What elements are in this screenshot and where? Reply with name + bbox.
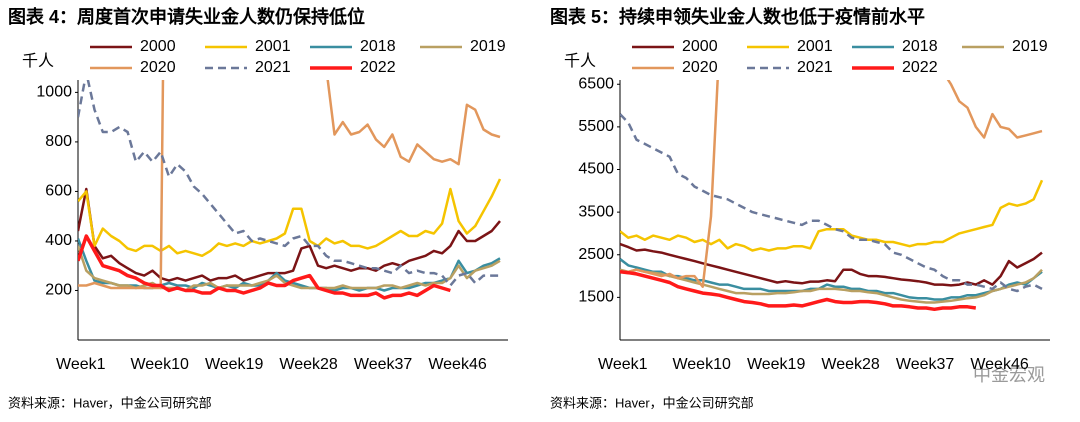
source: 资料来源：Haver，中金公司研究部 <box>550 395 754 410</box>
series-line <box>620 80 1043 288</box>
series-line <box>620 258 1043 301</box>
legend-label: 2000 <box>140 38 176 55</box>
x-tick-label: Week46 <box>428 356 487 373</box>
chart-title: 图表 4：周度首次申请失业金人数仍保持低位 <box>8 6 365 27</box>
plot-area <box>620 80 1044 312</box>
y-tick-label: 800 <box>45 133 72 150</box>
y-tick-label: 1500 <box>578 289 614 306</box>
series-line <box>78 80 500 287</box>
x-tick-label: Week19 <box>205 356 264 373</box>
y-axis-unit: 千人 <box>564 52 596 70</box>
plot-area <box>78 80 502 300</box>
y-tick-label: 2500 <box>578 246 614 263</box>
y-tick-label: 400 <box>45 232 72 249</box>
x-tick-label: Week28 <box>821 356 880 373</box>
legend-label: 2021 <box>255 59 291 76</box>
legend-label: 2018 <box>360 38 396 55</box>
series-line <box>78 178 502 258</box>
legend-label: 2019 <box>1012 38 1048 55</box>
x-tick-label: Week46 <box>970 356 1029 373</box>
x-tick-label: Week10 <box>672 356 731 373</box>
legend-label: 2020 <box>682 59 718 76</box>
legend-label: 2022 <box>360 59 396 76</box>
y-tick-label: 1000 <box>36 84 72 101</box>
series-line <box>620 270 977 312</box>
y-tick-label: 600 <box>45 183 72 200</box>
x-tick-label: Week1 <box>598 356 648 373</box>
x-tick-label: Week1 <box>56 356 106 373</box>
series-line <box>78 234 451 300</box>
legend-label: 2001 <box>797 38 833 55</box>
chart-title: 图表 5：持续申领失业金人数也低于疫情前水平 <box>550 6 925 27</box>
legend-label: 2000 <box>682 38 718 55</box>
y-axis-unit: 千人 <box>22 52 54 70</box>
series-line <box>620 179 1044 252</box>
y-tick-label: 200 <box>45 282 72 299</box>
x-tick-label: Week28 <box>279 356 338 373</box>
y-tick-label: 6500 <box>578 75 614 92</box>
x-tick-label: Week19 <box>747 356 806 373</box>
series-line <box>78 80 501 290</box>
legend-label: 2019 <box>470 38 506 55</box>
y-tick-label: 4500 <box>578 161 614 178</box>
legend-label: 2001 <box>255 38 291 55</box>
legend-label: 2022 <box>902 59 938 76</box>
legend-label: 2021 <box>797 59 833 76</box>
series-line <box>620 113 1043 293</box>
watermark: 中金宏观 <box>973 365 1045 385</box>
x-tick-label: Week37 <box>354 356 413 373</box>
x-tick-label: Week10 <box>130 356 189 373</box>
legend-label: 2020 <box>140 59 176 76</box>
series-line <box>78 187 501 282</box>
x-tick-label: Week37 <box>896 356 955 373</box>
source: 资料来源：Haver，中金公司研究部 <box>8 395 212 410</box>
y-tick-label: 3500 <box>578 203 614 220</box>
series-line <box>620 268 1043 304</box>
y-tick-label: 5500 <box>578 118 614 135</box>
legend-label: 2018 <box>902 38 938 55</box>
